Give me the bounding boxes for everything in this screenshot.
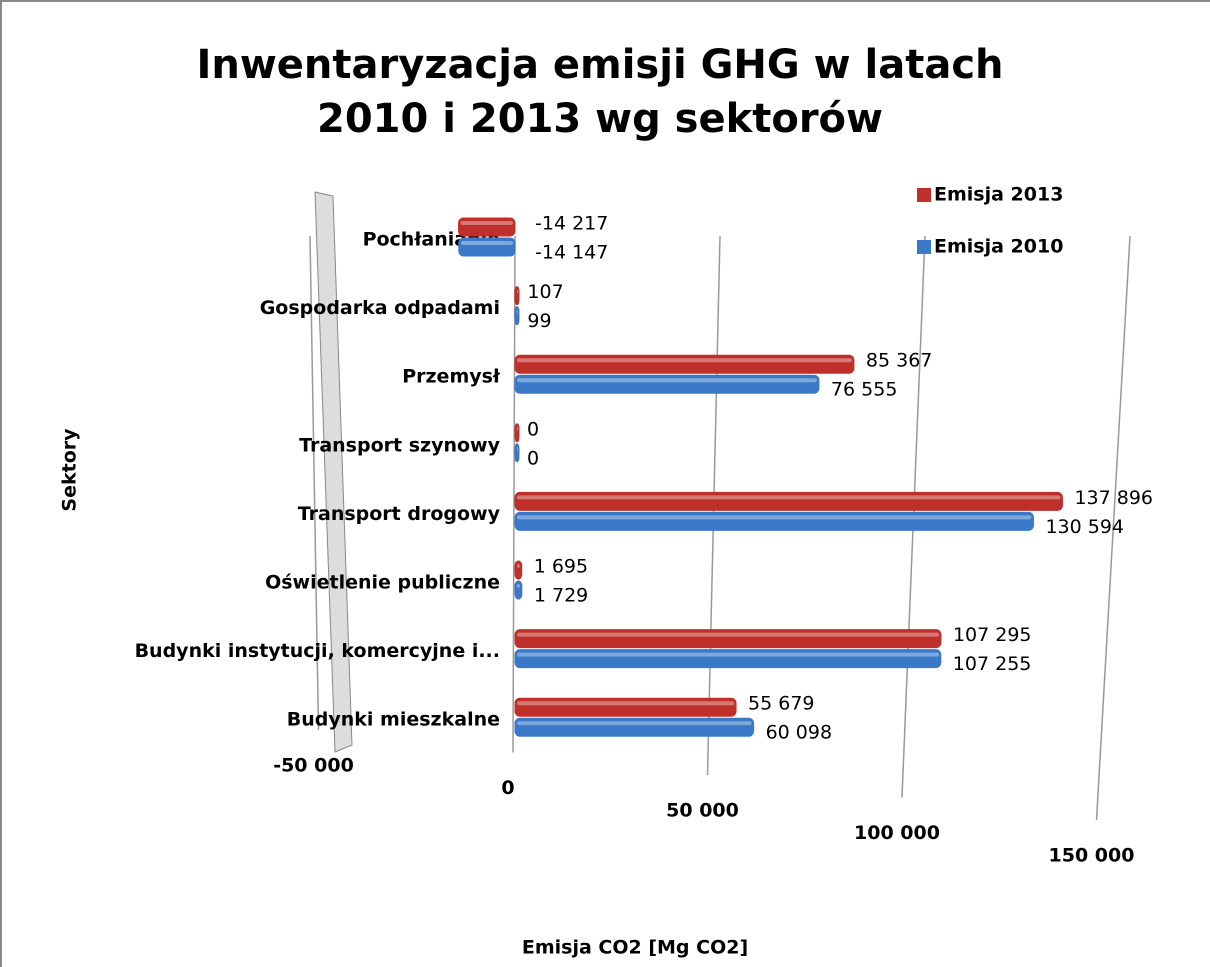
bar [514,580,523,600]
x-tick-label: 50 000 [666,800,739,822]
chart-title: Inwentaryzacja emisji GHG w latach 2010 … [196,42,1004,142]
data-label: -14 147 [535,242,608,264]
grid-line [309,235,320,731]
bar [514,717,755,737]
bar-highlight [517,495,1061,500]
y-tick-label: Budynki instytucji, komercyjne i... [135,640,500,662]
bar-highlight [517,584,520,588]
y-tick-label: Oświetlenie publiczne [265,572,500,594]
y-axis-title: Sektory [59,428,81,512]
bar-highlight [460,221,513,225]
data-label: 107 255 [953,653,1032,675]
bar-highlight [517,515,1032,520]
y-tick-label: Transport szynowy [299,434,501,456]
bar [514,354,855,374]
bar-highlight [517,358,852,363]
y-tick-label: Transport drogowy [298,503,501,525]
data-label: 1 729 [534,585,588,607]
y-tick-label: Przemysł [402,366,501,388]
bar-highlight [460,241,513,245]
data-label: 0 [527,447,539,469]
bar [458,237,516,257]
data-label: 99 [527,310,551,332]
bar-highlight [517,701,735,706]
bar-highlight [517,426,518,431]
data-label: 107 [527,281,563,303]
bar [458,217,516,237]
legend-swatch [917,188,931,202]
data-label: 1 695 [534,556,588,578]
bar [514,649,942,669]
legend-swatch [917,240,931,254]
x-axis-title: Emisja CO2 [Mg CO2] [522,937,748,959]
data-label: 55 679 [748,693,814,715]
bar-highlight [517,721,752,726]
data-label: 60 098 [766,722,832,744]
bar-highlight [517,652,939,657]
y-tick-label: Gospodarka odpadami [260,297,500,319]
x-tick-label: -50 000 [273,755,354,777]
legend-label: Emisja 2013 [934,184,1063,206]
bar [514,306,520,326]
grid-line [512,235,516,753]
data-label: 85 367 [866,350,932,372]
data-label: 76 555 [831,379,897,401]
grid-line [1095,235,1131,821]
bar [514,629,942,649]
bar [514,286,520,306]
bar [514,560,523,580]
data-label: 0 [527,418,539,440]
bar [514,511,1034,531]
bar [514,374,820,394]
bar-highlight [517,446,518,451]
data-label: 107 295 [953,624,1032,646]
x-tick-label: 150 000 [1049,845,1135,867]
bar-highlight [517,564,520,568]
bar-highlight [517,378,817,383]
side-wall [314,191,353,753]
bar [514,443,520,463]
data-label: 137 896 [1074,487,1153,509]
bar-highlight [517,289,518,294]
x-tick-label: 0 [501,777,514,799]
y-tick-label: Budynki mieszkalne [287,709,500,731]
bar [514,491,1063,511]
data-label: 130 594 [1045,516,1124,538]
bar-highlight [517,632,939,637]
bar [514,423,520,443]
bar-highlight [517,309,518,314]
x-tick-label: 100 000 [854,822,940,844]
data-label: -14 217 [535,213,608,235]
bar [514,697,737,717]
legend-label: Emisja 2010 [934,236,1063,258]
